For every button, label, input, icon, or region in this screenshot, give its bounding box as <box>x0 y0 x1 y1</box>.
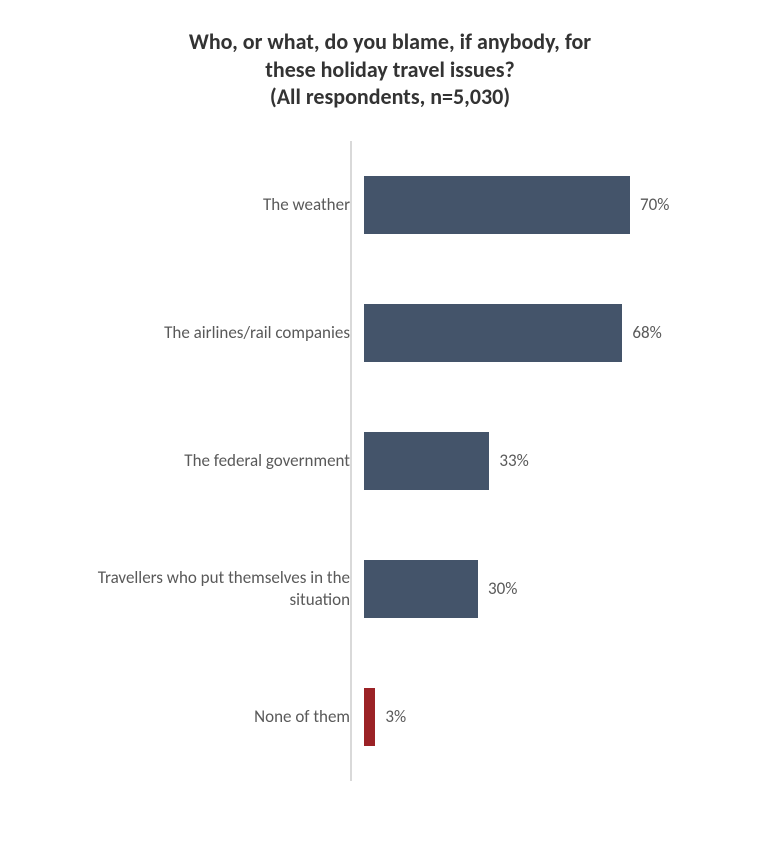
chart-title-line-1: Who, or what, do you blame, if anybody, … <box>189 28 591 55</box>
bar <box>364 688 375 746</box>
bar <box>364 432 489 490</box>
category-label: The weather <box>40 194 364 215</box>
chart-container: Who, or what, do you blame, if anybody, … <box>0 0 780 850</box>
category-label: None of them <box>40 706 364 727</box>
bar-cell: 70% <box>364 141 740 269</box>
chart-title-line-3: (All respondents, n=5,030) <box>270 83 510 110</box>
chart-title-line-2: these holiday travel issues? <box>265 56 514 83</box>
category-label: The airlines/rail companies <box>40 322 364 343</box>
bar-cell: 68% <box>364 269 740 397</box>
value-label: 70% <box>640 194 669 215</box>
plot-area: The weather 70% The airlines/rail compan… <box>40 141 740 781</box>
category-label: The federal government <box>40 450 364 471</box>
value-label: 68% <box>632 322 661 343</box>
category-label: Travellers who put themselves in the sit… <box>40 567 364 610</box>
y-axis-line <box>350 141 352 781</box>
bar-cell: 3% <box>364 653 740 781</box>
bar-cell: 33% <box>364 397 740 525</box>
bar-cell: 30% <box>364 525 740 653</box>
bar-row: The weather 70% <box>40 141 740 269</box>
chart-title: Who, or what, do you blame, if anybody, … <box>70 28 710 111</box>
bar <box>364 560 478 618</box>
bar <box>364 176 630 234</box>
value-label: 3% <box>385 706 406 727</box>
bar <box>364 304 622 362</box>
bar-row: The airlines/rail companies 68% <box>40 269 740 397</box>
value-label: 30% <box>488 578 517 599</box>
bar-row: None of them 3% <box>40 653 740 781</box>
bar-row: Travellers who put themselves in the sit… <box>40 525 740 653</box>
value-label: 33% <box>499 450 528 471</box>
bar-row: The federal government 33% <box>40 397 740 525</box>
